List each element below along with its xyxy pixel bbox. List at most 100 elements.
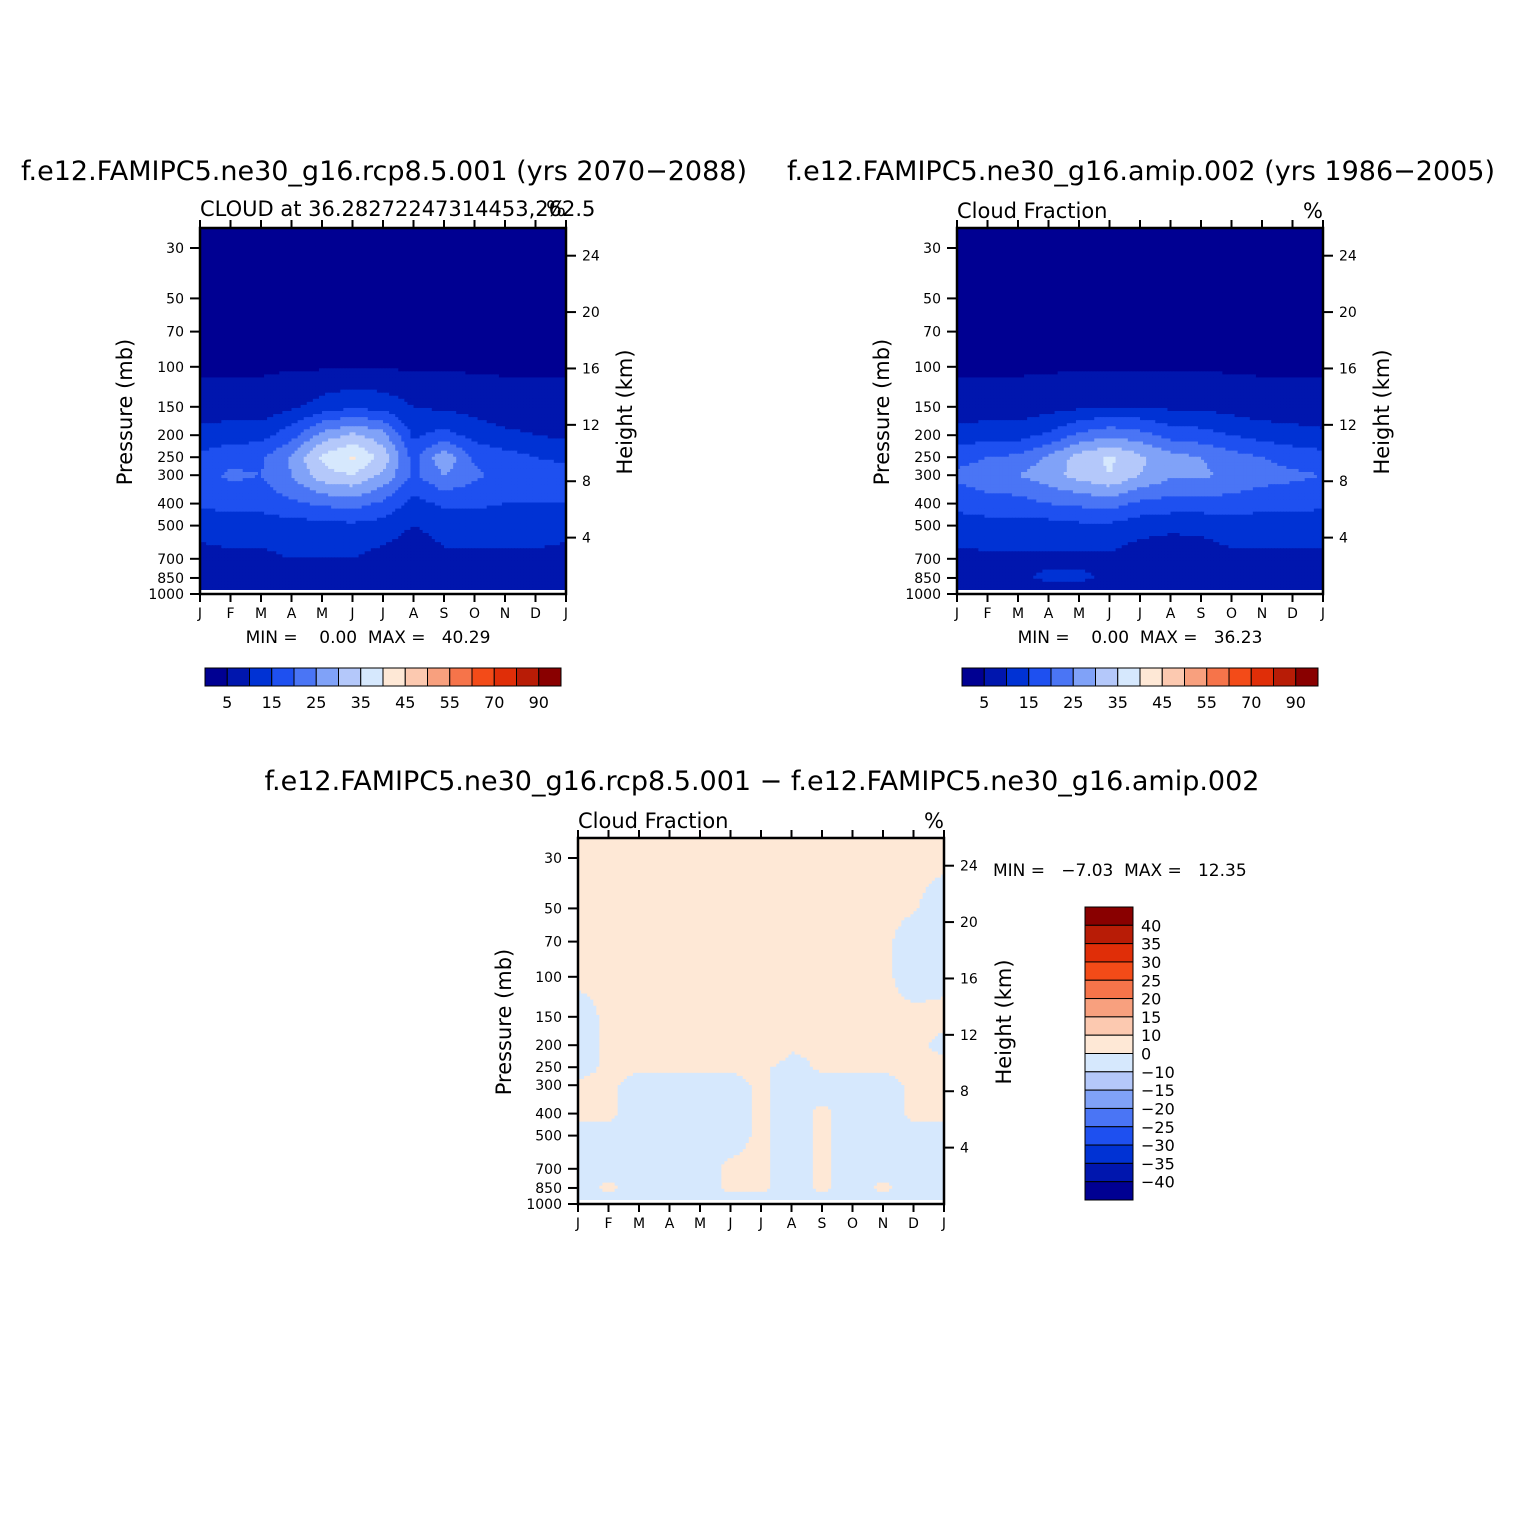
field-cell — [248, 237, 253, 241]
field-cell — [483, 313, 488, 318]
field-cell — [227, 261, 232, 266]
field-cell — [200, 264, 204, 269]
field-cell — [547, 304, 552, 308]
field-cell — [428, 295, 433, 299]
field-cell — [483, 319, 488, 324]
field-cell — [343, 252, 347, 257]
field-cell — [239, 295, 244, 299]
field-cell — [410, 270, 415, 275]
field-cell — [309, 313, 314, 318]
field-cell — [337, 261, 341, 266]
field-cell — [352, 307, 357, 311]
field-cell — [200, 301, 204, 305]
field-cell — [300, 289, 305, 293]
field-cell — [242, 319, 247, 324]
field-cell — [535, 252, 540, 257]
field-cell — [230, 258, 235, 263]
field-cell — [562, 249, 566, 253]
field-cell — [489, 246, 494, 250]
field-cell — [526, 313, 530, 318]
field-cell — [355, 313, 360, 318]
field-cell — [431, 301, 436, 305]
field-cell — [352, 276, 357, 281]
field-cell — [379, 319, 384, 324]
field-cell — [285, 267, 290, 272]
field-cell — [501, 264, 506, 269]
field-cell — [248, 261, 253, 266]
field-cell — [465, 255, 469, 260]
field-cell — [416, 243, 421, 247]
field-cell — [209, 267, 213, 272]
field-cell — [300, 264, 305, 269]
field-cell — [322, 258, 326, 263]
field-cell — [386, 246, 390, 250]
field-cell — [257, 270, 262, 275]
field-cell — [401, 231, 405, 235]
field-cell — [349, 249, 354, 253]
field-cell — [239, 243, 244, 247]
field-cell — [541, 234, 546, 238]
field-cell — [248, 285, 253, 290]
field-cell — [206, 285, 210, 290]
field-cell — [340, 270, 344, 275]
field-cell — [273, 258, 277, 263]
field-cell — [215, 301, 219, 305]
field-cell — [322, 231, 326, 235]
field-cell — [364, 243, 369, 247]
field-cell — [236, 264, 241, 269]
field-cell — [492, 258, 497, 263]
field-cell — [489, 240, 494, 244]
field-cell — [221, 313, 225, 318]
field-cell — [315, 298, 320, 302]
field-cell — [559, 249, 564, 253]
field-cell — [370, 267, 375, 272]
field-cell — [468, 252, 473, 257]
field-cell — [383, 261, 387, 266]
field-cell — [288, 282, 293, 287]
field-cell — [328, 307, 332, 311]
field-cell — [416, 234, 421, 238]
field-cell — [245, 276, 250, 281]
field-cell — [331, 249, 335, 253]
field-cell — [215, 255, 219, 260]
field-cell — [315, 282, 320, 287]
field-cell — [395, 282, 399, 287]
field-cell — [404, 295, 408, 299]
field-cell — [318, 267, 323, 272]
field-cell — [373, 316, 378, 321]
field-cell — [358, 285, 363, 290]
field-cell — [318, 292, 323, 296]
field-cell — [355, 246, 360, 250]
field-cell — [230, 285, 235, 290]
field-cell — [501, 282, 506, 287]
field-cell — [440, 313, 445, 318]
field-cell — [233, 240, 238, 244]
field-cell — [468, 231, 473, 235]
field-cell — [242, 316, 247, 321]
field-cell — [254, 270, 259, 275]
field-cell — [401, 310, 405, 314]
field-cell — [331, 304, 335, 308]
field-cell — [261, 292, 265, 296]
field-cell — [486, 304, 491, 308]
field-cell — [514, 282, 518, 287]
field-cell — [556, 240, 561, 244]
field-cell — [468, 267, 473, 272]
field-cell — [300, 255, 305, 260]
field-cell — [254, 304, 259, 308]
field-cell — [505, 316, 509, 321]
field-cell — [361, 267, 366, 272]
field-cell — [224, 276, 229, 281]
field-cell — [556, 237, 561, 241]
field-cell — [505, 264, 509, 269]
field-cell — [370, 276, 375, 281]
field-cell — [514, 267, 518, 272]
field-cell — [373, 264, 378, 269]
field-cell — [200, 273, 204, 278]
field-cell — [200, 282, 204, 287]
field-cell — [404, 310, 408, 314]
field-cell — [291, 279, 296, 284]
field-cell — [434, 255, 439, 260]
field-cell — [300, 276, 305, 281]
